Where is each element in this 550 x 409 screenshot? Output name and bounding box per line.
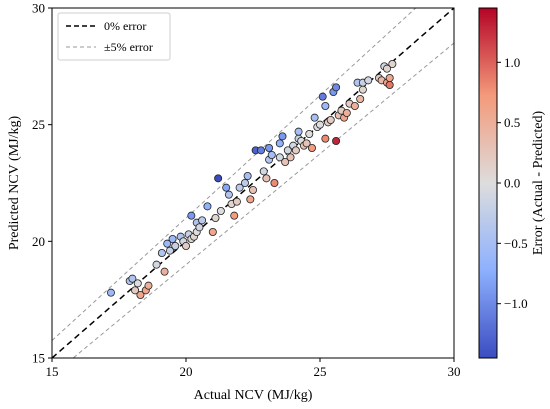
data-point: [385, 81, 394, 90]
data-point: [310, 113, 319, 122]
data-point: [222, 183, 231, 192]
data-point: [278, 132, 287, 141]
data-point: [240, 178, 249, 187]
data-point: [318, 92, 327, 101]
data-point: [203, 202, 212, 211]
data-point: [291, 146, 300, 155]
colorbar-tick-label: 0.5: [504, 115, 520, 130]
data-point: [342, 109, 351, 118]
data-point: [275, 139, 284, 148]
data-point: [198, 216, 207, 225]
data-point: [283, 146, 292, 155]
data-point: [243, 171, 252, 180]
legend-five-pct-label: ±5% error: [104, 40, 153, 54]
x-axis-title: Actual NCV (MJ/kg): [194, 388, 313, 403]
data-point: [259, 167, 268, 176]
data-point: [152, 260, 161, 269]
data-point: [270, 178, 279, 187]
x-tick-label: 25: [314, 364, 327, 379]
data-point: [144, 281, 153, 290]
data-point: [171, 241, 180, 250]
y-axis-title: Predicted NCV (MJ/kg): [7, 116, 22, 251]
colorbar-ticks: −1.0 −0.5 0.0 0.5 1.0: [497, 55, 528, 311]
colorbar-gradient: [478, 7, 498, 359]
data-point: [305, 129, 314, 138]
y-tick-label: 30: [32, 1, 45, 16]
plot-frame: [51, 7, 455, 359]
y-tick-label: 25: [32, 117, 45, 132]
data-point: [133, 279, 142, 288]
data-point: [307, 143, 316, 152]
data-point: [214, 174, 223, 183]
data-point: [131, 286, 140, 295]
data-point: [168, 234, 177, 243]
x-tick-label: 15: [46, 364, 59, 379]
data-point: [262, 174, 271, 183]
legend-zero-error-label: 0% error: [104, 19, 146, 33]
colorbar: −1.0 −0.5 0.0 0.5 1.0 Error (Actual - Predic…: [478, 7, 546, 359]
data-point: [106, 288, 115, 297]
data-point: [208, 227, 217, 236]
data-point: [230, 211, 239, 220]
minus-five-pct-line: [72, 42, 454, 358]
data-point: [265, 143, 274, 152]
data-point: [332, 136, 341, 145]
data-point: [128, 274, 137, 283]
data-point: [257, 146, 266, 155]
data-point: [235, 183, 244, 192]
data-point: [356, 95, 365, 104]
x-axis-ticks: 15 20 25 30: [46, 358, 461, 379]
legend: 0% error ±5% error: [57, 12, 171, 61]
data-point: [275, 153, 284, 162]
data-point: [211, 213, 220, 222]
data-point: [160, 267, 169, 276]
x-tick-label: 30: [448, 364, 461, 379]
data-point: [232, 197, 241, 206]
data-point: [163, 239, 172, 248]
colorbar-tick-label: 1.0: [504, 55, 520, 70]
data-point: [294, 127, 303, 136]
colorbar-title: Error (Actual - Predicted): [531, 111, 546, 256]
data-point: [350, 102, 359, 111]
data-point: [181, 241, 190, 250]
colorbar-tick-label: −1.0: [504, 296, 528, 311]
data-point: [332, 83, 341, 92]
data-point: [248, 185, 257, 194]
data-point: [385, 74, 394, 83]
data-point: [281, 157, 290, 166]
colorbar-tick-label: −0.5: [504, 236, 528, 251]
data-point: [267, 150, 276, 159]
y-tick-label: 20: [32, 234, 45, 249]
data-point: [187, 211, 196, 220]
y-axis-ticks: 15 20 25 30: [32, 1, 52, 366]
data-point: [246, 195, 255, 204]
data-point: [157, 248, 166, 257]
data-point: [358, 85, 367, 94]
y-tick-label: 15: [32, 351, 45, 366]
x-tick-label: 20: [180, 364, 193, 379]
colorbar-tick-label: 0.0: [504, 176, 520, 191]
data-point: [321, 102, 330, 111]
data-point: [302, 139, 311, 148]
data-point: [216, 206, 225, 215]
data-point: [321, 134, 330, 143]
data-point: [382, 64, 391, 73]
data-point: [165, 246, 174, 255]
data-point: [195, 223, 204, 232]
data-point: [136, 290, 145, 299]
data-point: [388, 60, 397, 69]
data-point: [326, 116, 335, 125]
data-point: [224, 190, 233, 199]
data-point: [315, 120, 324, 129]
legend-box: [57, 12, 171, 61]
data-point: [286, 153, 295, 162]
data-point: [364, 76, 373, 85]
data-points: [106, 60, 397, 299]
